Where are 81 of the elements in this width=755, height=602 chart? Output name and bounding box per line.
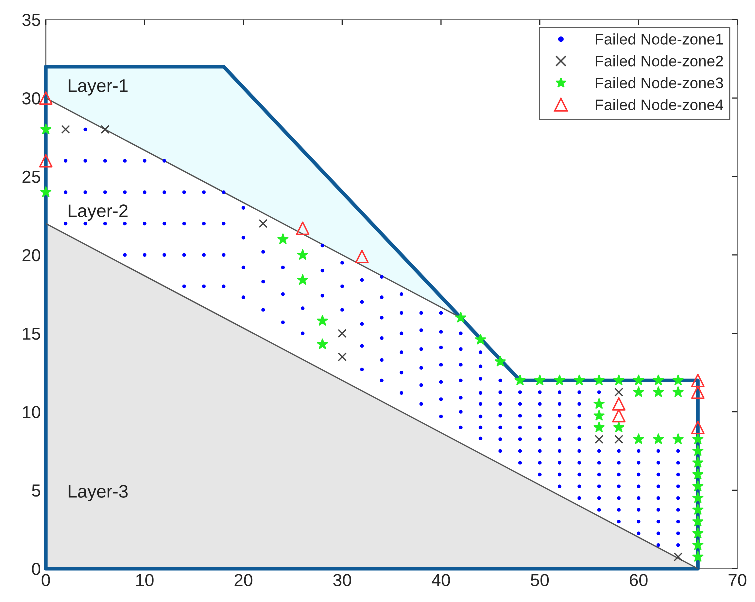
y-tick-label: 15 bbox=[23, 328, 40, 340]
x-tick-label: 30 bbox=[333, 574, 352, 587]
x-tick-label: 50 bbox=[531, 574, 550, 587]
point bbox=[594, 398, 605, 409]
point bbox=[672, 434, 684, 444]
point bbox=[692, 516, 704, 527]
point bbox=[692, 457, 704, 468]
point bbox=[674, 552, 683, 562]
point bbox=[455, 312, 467, 323]
point bbox=[653, 386, 664, 398]
point bbox=[61, 125, 70, 134]
point bbox=[672, 386, 684, 398]
point bbox=[692, 528, 704, 538]
point bbox=[534, 374, 546, 386]
x-tick-label: 20 bbox=[234, 574, 253, 587]
point bbox=[39, 154, 53, 168]
annotation: Layer-2 bbox=[68, 204, 128, 221]
point bbox=[296, 222, 310, 236]
point bbox=[258, 219, 268, 228]
point bbox=[495, 356, 506, 367]
point bbox=[692, 468, 704, 480]
point bbox=[338, 352, 347, 362]
y-tick-label: 20 bbox=[22, 249, 41, 262]
point bbox=[614, 435, 624, 444]
y-tick-label: 30 bbox=[22, 92, 41, 105]
point bbox=[40, 186, 52, 198]
point bbox=[100, 125, 110, 134]
point bbox=[672, 374, 684, 386]
point bbox=[554, 374, 566, 386]
point bbox=[594, 422, 605, 433]
point bbox=[614, 422, 625, 433]
point bbox=[633, 386, 644, 398]
legend-label: Failed Node-zone3 bbox=[596, 77, 724, 89]
point bbox=[692, 540, 704, 550]
point bbox=[692, 492, 704, 504]
point bbox=[692, 480, 704, 492]
point bbox=[691, 386, 705, 400]
point bbox=[614, 374, 625, 386]
point bbox=[594, 410, 605, 421]
point bbox=[691, 374, 705, 388]
point bbox=[633, 374, 644, 386]
point bbox=[338, 329, 347, 338]
point bbox=[594, 374, 605, 386]
x-tick-label: 60 bbox=[630, 574, 648, 587]
y-tick-label: 25 bbox=[22, 170, 40, 184]
point bbox=[614, 388, 624, 397]
point bbox=[317, 315, 328, 326]
x-tick-label: 70 bbox=[728, 574, 747, 587]
point bbox=[297, 249, 308, 260]
legend-label: Failed Node-zone1 bbox=[596, 34, 724, 45]
point bbox=[355, 250, 369, 264]
y-tick-label: 5 bbox=[32, 484, 40, 497]
point bbox=[612, 397, 626, 411]
point bbox=[317, 338, 328, 350]
x-tick-label: 40 bbox=[432, 574, 450, 587]
point bbox=[39, 92, 53, 106]
point bbox=[278, 234, 289, 244]
point bbox=[653, 374, 664, 386]
y-tick-label: 35 bbox=[22, 14, 40, 26]
point bbox=[653, 434, 664, 444]
point bbox=[297, 274, 308, 286]
x-tick-label: 0 bbox=[42, 574, 50, 587]
point bbox=[514, 374, 526, 386]
point bbox=[40, 124, 52, 134]
y-tick-label: 0 bbox=[32, 563, 41, 576]
point bbox=[475, 334, 486, 345]
point bbox=[692, 445, 704, 456]
annotation: Layer-1 bbox=[68, 80, 128, 96]
point bbox=[633, 434, 644, 444]
point bbox=[692, 434, 704, 444]
x-tick-label: 10 bbox=[136, 574, 154, 587]
legend-label: Failed Node-zone4 bbox=[596, 99, 724, 110]
point bbox=[691, 421, 705, 434]
point bbox=[692, 551, 704, 562]
point bbox=[594, 435, 604, 444]
point bbox=[692, 504, 704, 515]
legend-label: Failed Node-zone2 bbox=[596, 55, 724, 67]
point bbox=[574, 374, 586, 386]
point bbox=[612, 409, 626, 423]
y-tick-label: 10 bbox=[23, 406, 41, 418]
annotation: Layer-3 bbox=[68, 485, 128, 502]
